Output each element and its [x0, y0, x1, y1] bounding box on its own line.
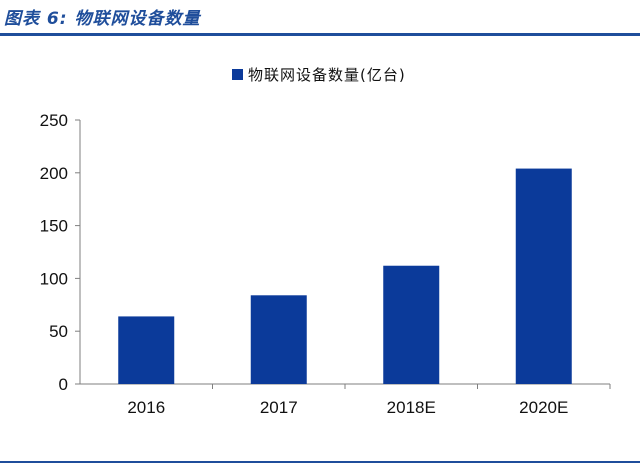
y-tick-label: 50	[49, 322, 68, 341]
x-tick-label: 2018E	[387, 398, 436, 417]
x-tick-labels: 2016 2017 2018E 2020E	[127, 398, 568, 417]
y-tick-labels: 0 50 100 150 200 250	[40, 111, 68, 394]
x-tick-label: 2017	[260, 398, 298, 417]
y-tick-label: 150	[40, 217, 68, 236]
y-tick-label: 100	[40, 269, 68, 288]
chart-bars	[118, 168, 572, 384]
y-tick-label: 250	[40, 111, 68, 130]
y-tick-label: 200	[40, 164, 68, 183]
legend-swatch	[232, 69, 243, 80]
bar-2018E	[383, 265, 440, 384]
figure-title: 图表 6: 物联网设备数量	[4, 9, 201, 29]
bar-2016	[118, 316, 175, 384]
bar-2020E	[515, 168, 572, 384]
y-tick-label: 0	[59, 375, 68, 394]
x-tick-label: 2020E	[519, 398, 568, 417]
chart-legend: 物联网设备数量(亿台)	[232, 64, 406, 85]
title-divider	[0, 33, 640, 36]
footer-divider	[0, 461, 640, 463]
x-tick-label: 2016	[127, 398, 165, 417]
bar-2017	[250, 295, 307, 384]
legend-label: 物联网设备数量(亿台)	[248, 66, 406, 84]
